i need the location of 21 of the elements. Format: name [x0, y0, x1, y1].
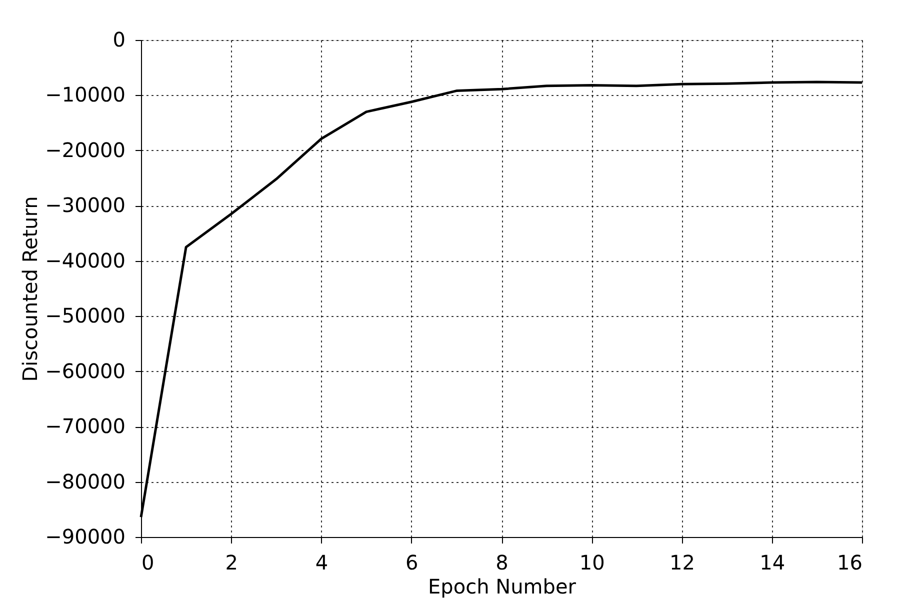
y-tick-label: −40000	[45, 248, 126, 272]
x-tick-label: 14	[760, 550, 786, 574]
x-tick-label: 2	[225, 550, 238, 574]
y-tick-label: −60000	[45, 358, 126, 383]
y-tick-label: −20000	[45, 138, 126, 162]
x-tick-label: 8	[496, 550, 508, 574]
x-axis-title: Epoch Number	[428, 574, 577, 598]
y-tick-label: 0	[112, 28, 126, 52]
x-tick-label: 12	[670, 550, 695, 574]
x-tick-label: 6	[406, 550, 418, 574]
y-tick-label: −50000	[45, 304, 126, 328]
y-tick-label: −70000	[45, 414, 126, 438]
y-tick-label: −90000	[45, 524, 126, 548]
x-tick-label: 4	[315, 550, 328, 574]
y-tick-label: −80000	[45, 469, 126, 494]
y-tick-label: −10000	[45, 82, 126, 107]
x-tick-label: 16	[837, 550, 862, 574]
x-tick-label: 10	[579, 550, 605, 574]
x-tick-label: 0	[142, 550, 154, 574]
y-tick-label: −30000	[45, 193, 126, 218]
y-axis-title: Discounted Return	[18, 196, 42, 382]
